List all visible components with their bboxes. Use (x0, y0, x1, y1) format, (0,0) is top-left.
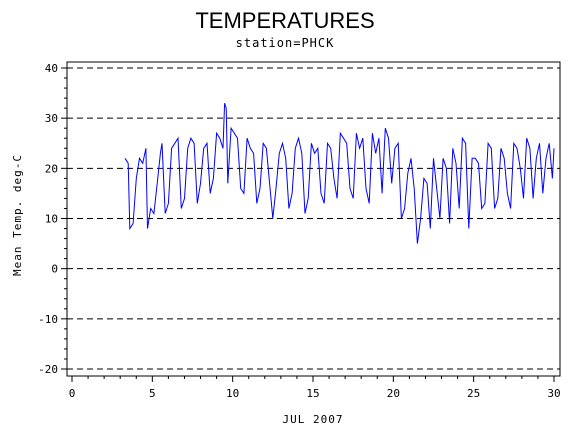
x-tick-label: 20 (387, 387, 400, 400)
temperature-series-line (124, 102, 555, 244)
y-axis-label: Mean Temp. deg-C (11, 154, 24, 276)
y-tick-label: 10 (45, 213, 58, 226)
x-tick-label: 0 (69, 387, 76, 400)
plot-area (124, 102, 555, 244)
y-tick-label: 20 (45, 162, 58, 175)
y-tick-label: 0 (51, 263, 58, 276)
chart-title: TEMPERATURES (195, 8, 374, 33)
x-tick-label: 25 (467, 387, 480, 400)
y-tick-label: 30 (45, 112, 58, 125)
y-tick-label: -20 (38, 363, 58, 376)
chart-subtitle: station=PHCK (236, 36, 335, 50)
x-axis-label: JUL 2007 (283, 413, 344, 426)
y-tick-label: -10 (38, 313, 58, 326)
y-tick-label: 40 (45, 62, 58, 75)
x-tick-label: 15 (306, 387, 319, 400)
axes: -20 -10 0 10 20 30 40 0 5 10 15 20 25 30 (38, 61, 561, 400)
x-tick-label: 5 (149, 387, 156, 400)
gridlines (67, 67, 560, 370)
x-tick-label: 10 (226, 387, 239, 400)
x-tick-label: 30 (547, 387, 560, 400)
